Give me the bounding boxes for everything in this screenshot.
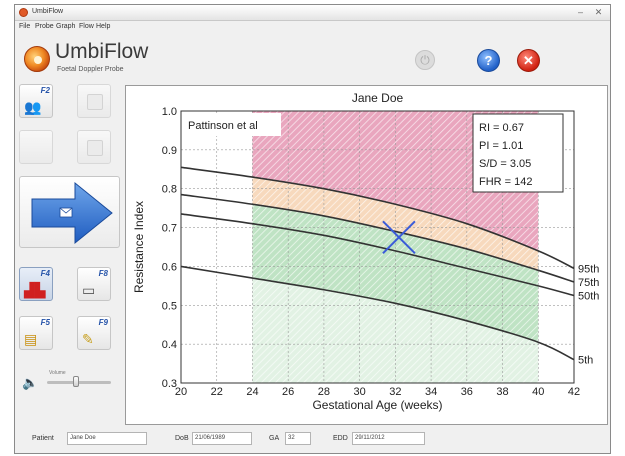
plot-frame — [180, 110, 575, 384]
volume-label: Volume — [49, 370, 66, 376]
curve-label-95th: 95th — [578, 263, 599, 275]
y-tick-label: 0.7 — [162, 223, 177, 235]
app-subtitle: Foetal Doppler Probe — [57, 66, 124, 73]
waveform-button[interactable]: F4 ▟▙ — [19, 267, 53, 301]
save-icon — [87, 140, 103, 156]
f8-key-label: F8 — [98, 269, 108, 278]
ga-field[interactable]: 32 — [285, 432, 311, 445]
curve-label-50th: 50th — [578, 291, 599, 303]
blank-button[interactable] — [19, 130, 53, 164]
y-tick-label: 0.6 — [162, 261, 177, 273]
app-icon — [19, 8, 28, 17]
arrow-right-icon — [31, 181, 113, 245]
status-bar: Patient Jane Doe DoB 21/06/1989 GA 32 ED… — [15, 429, 610, 449]
x-tick-label: 20 — [175, 386, 187, 398]
readings-box — [472, 113, 564, 193]
curve-label-75th: 75th — [578, 277, 599, 289]
curve-50th — [180, 213, 575, 297]
reference-label: Pattinson et al — [188, 120, 258, 132]
patient-field[interactable]: Jane Doe — [67, 432, 147, 445]
ga-label: GA — [269, 435, 280, 442]
reference-box — [183, 113, 281, 136]
open-file-button[interactable]: F5 ▤ — [19, 316, 53, 350]
minimize-icon[interactable]: – — [577, 7, 583, 17]
x-tick-label: 42 — [568, 386, 580, 398]
f2-key-label: F2 — [40, 86, 50, 95]
curve-label-5th: 5th — [578, 355, 593, 367]
tools-button[interactable]: F9 ✎ — [77, 316, 111, 350]
chart-title: Jane Doe — [352, 91, 404, 105]
window-title: UmbiFlow — [32, 8, 64, 15]
volume-slider-thumb[interactable] — [73, 376, 79, 387]
f5-key-label: F5 — [40, 318, 50, 327]
x-tick-label: 40 — [532, 386, 544, 398]
title-bar: UmbiFlow – ✕ — [15, 5, 610, 21]
tools-icon: ✎ — [82, 331, 94, 347]
x-tick-label: 30 — [354, 386, 366, 398]
x-tick-label: 26 — [282, 386, 294, 398]
tool-sidebar: F2 👥 F4 — [19, 84, 123, 424]
edd-label: EDD — [333, 435, 348, 442]
y-tick-label: 1.0 — [162, 106, 177, 118]
help-button[interactable]: ? — [477, 49, 500, 72]
y-tick-label: 0.3 — [162, 378, 177, 390]
chart-panel: Jane Doe 20 22 24 26 28 30 32 34 36 38 40 42 0.3 0.4 0.… — [125, 85, 608, 425]
app-name: UmbiFlow — [55, 40, 149, 63]
x-tick-label: 22 — [211, 386, 223, 398]
reading-line: PI = 1.01 — [479, 140, 523, 152]
measurement-marker — [382, 220, 416, 254]
menu-flow[interactable]: Flow — [79, 23, 94, 30]
menu-graph[interactable]: Graph — [56, 23, 76, 30]
dob-field[interactable]: 21/06/1989 — [192, 432, 252, 445]
edd-field[interactable]: 29/11/2012 — [352, 432, 425, 445]
dob-label: DoB — [175, 435, 189, 442]
reading-line: S/D = 3.05 — [479, 158, 531, 170]
ri-chart: Jane Doe 20 22 24 26 28 30 32 34 36 38 40 42 0.3 0.4 0.… — [132, 91, 599, 412]
app-window: UmbiFlow – ✕ File Probe Graph Flow Help … — [14, 4, 611, 454]
y-tick-label: 0.5 — [162, 300, 177, 312]
print-icon: ▭ — [82, 282, 96, 298]
x-axis-label: Gestational Age (weeks) — [312, 398, 442, 412]
f9-key-label: F9 — [98, 318, 108, 327]
record-icon — [87, 94, 103, 110]
x-tick-label: 24 — [246, 386, 258, 398]
y-axis-label: Resistance Index — [132, 201, 146, 293]
blank-icon — [29, 140, 45, 156]
f4-key-label: F4 — [40, 269, 50, 278]
y-tick-label: 0.4 — [162, 339, 177, 351]
x-tick-label: 38 — [496, 386, 508, 398]
record-button[interactable] — [77, 84, 111, 118]
x-tick-label: 36 — [461, 386, 473, 398]
y-tick-label: 0.9 — [162, 145, 177, 157]
patient-button[interactable]: F2 👥 — [19, 84, 53, 118]
open-file-icon: ▤ — [24, 331, 38, 347]
patient-label: Patient — [32, 435, 54, 442]
menu-help[interactable]: Help — [96, 23, 111, 30]
save-button[interactable] — [77, 130, 111, 164]
close-window-icon[interactable]: ✕ — [594, 7, 603, 17]
start-arrow-button[interactable] — [19, 176, 120, 248]
curve-95th — [180, 166, 575, 270]
power-button[interactable]: ⏻ — [415, 50, 435, 70]
curve-75th — [180, 193, 575, 283]
menu-file[interactable]: File — [19, 23, 31, 30]
x-tick-label: 32 — [389, 386, 401, 398]
x-tick-label: 34 — [425, 386, 437, 398]
x-tick-label: 28 — [318, 386, 330, 398]
curve-5th — [180, 265, 575, 361]
patient-icon: 👥 — [24, 99, 42, 115]
exit-button[interactable]: ✕ — [517, 49, 540, 72]
waveform-icon: ▟▙ — [24, 282, 46, 298]
reading-line: RI = 0.67 — [479, 122, 524, 134]
print-button[interactable]: F8 ▭ — [77, 267, 111, 301]
menu-probe[interactable]: Probe — [35, 23, 54, 30]
speaker-icon: 🔈 — [22, 375, 39, 390]
header: UmbiFlow Foetal Doppler Probe ⏻ ? ✕ — [15, 35, 610, 81]
menu-bar: File Probe Graph Flow Help — [15, 22, 610, 34]
volume-slider-track[interactable] — [47, 381, 111, 384]
y-tick-label: 0.8 — [162, 184, 177, 196]
reading-line: FHR = 142 — [479, 176, 533, 188]
umbiflow-logo-icon — [24, 46, 50, 72]
